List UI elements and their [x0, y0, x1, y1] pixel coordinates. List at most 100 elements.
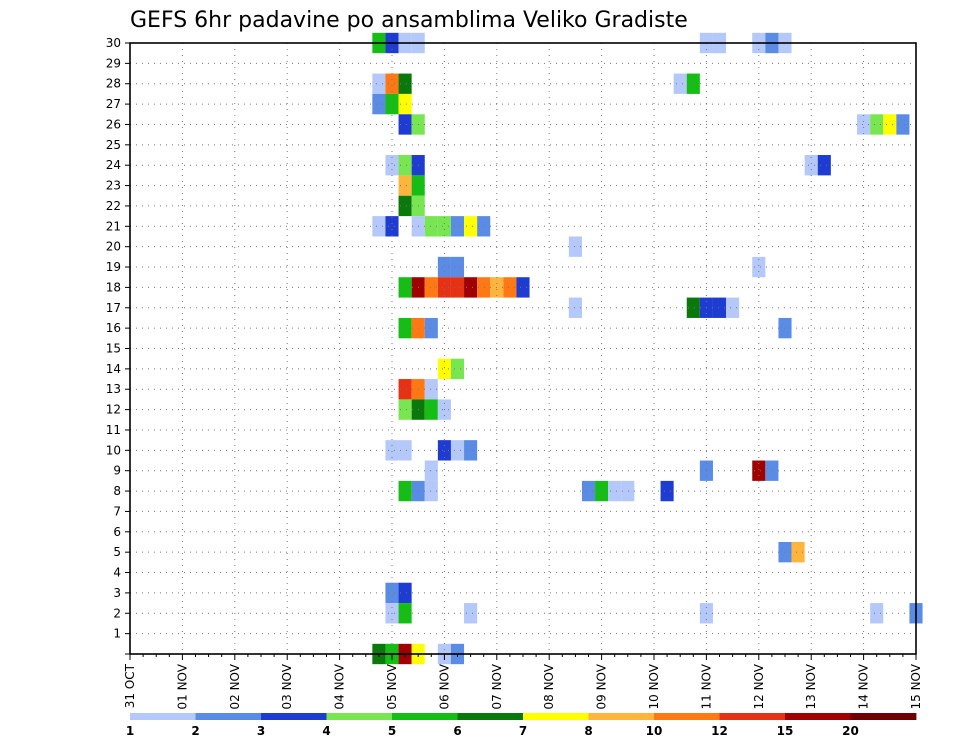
y-tick-label-15: 15	[106, 342, 121, 356]
heatmap-cell-36	[437, 216, 451, 237]
colorbar-label-3: 3	[257, 724, 265, 738]
heatmap-cell-53	[516, 277, 530, 298]
heatmap-cell-17	[398, 114, 412, 135]
heatmap-cell-9	[372, 73, 386, 94]
x-tick-label-8: 08 NOV	[542, 663, 556, 709]
heatmap-cell-52	[503, 277, 517, 298]
y-tick-label-7: 7	[113, 504, 121, 518]
heatmap-cell-24	[398, 155, 412, 176]
x-tick-label-7: 07 NOV	[490, 663, 504, 709]
axis-ticks	[125, 42, 917, 660]
y-tick-label-3: 3	[113, 586, 121, 600]
colorbar-segment-7	[588, 713, 655, 720]
x-tick-label-1: 01 NOV	[175, 663, 189, 709]
heatmap-cell-81	[398, 480, 412, 502]
y-tick-label-9: 9	[113, 464, 121, 478]
colorbar-segment-4	[392, 713, 458, 720]
y-tick-label-22: 22	[106, 199, 121, 213]
y-tick-label-28: 28	[106, 77, 121, 91]
heatmap-cell-65	[398, 379, 412, 400]
heatmap-cell-16	[398, 93, 412, 115]
y-axis-tick-labels: 1234567891011121314151617181920212223242…	[106, 36, 121, 641]
colorbar-label-12: 12	[711, 724, 728, 738]
colorbar-segment-5	[457, 713, 524, 720]
y-tick-label-23: 23	[106, 179, 121, 193]
colorbar-segment-9	[719, 713, 786, 720]
x-tick-label-3: 03 NOV	[280, 663, 294, 709]
x-tick-label-5: 05 NOV	[385, 663, 399, 709]
heatmap-cell-75	[450, 440, 465, 461]
heatmap-cell-35	[424, 216, 438, 237]
colorbar-label-2: 2	[191, 724, 199, 738]
y-tick-label-18: 18	[106, 280, 121, 294]
heatmap-cell-47	[437, 277, 451, 298]
y-tick-label-12: 12	[106, 403, 121, 417]
x-tick-label-14: 14 NOV	[857, 663, 871, 709]
heatmap-cell-12	[673, 73, 687, 94]
colorbar-label-20: 20	[842, 724, 859, 738]
y-tick-label-13: 13	[106, 382, 121, 396]
y-tick-label-19: 19	[106, 260, 121, 274]
heatmap-cell-54	[568, 297, 582, 318]
x-tick-label-12: 12 NOV	[752, 663, 766, 709]
heatmap-cell-67	[424, 379, 438, 400]
y-tick-label-17: 17	[106, 301, 121, 315]
colorbar-segment-3	[326, 713, 393, 720]
y-tick-label-21: 21	[106, 219, 121, 233]
heatmap-cell-91	[385, 582, 399, 604]
heatmap-cell-64	[450, 358, 465, 380]
chart-title: GEFS 6hr padavine po ansamblima Veliko G…	[130, 8, 688, 33]
colorbar: 1 2 3 4 5 6 7 8 10 12 15 20	[126, 713, 917, 738]
heatmap-cell-61	[424, 317, 438, 339]
heatmap-cell-86	[608, 480, 622, 502]
heatmap-cell-83	[424, 480, 438, 502]
colorbar-segment-2	[261, 713, 327, 720]
heatmap-cell-94	[398, 603, 412, 624]
heatmap-cell-27	[817, 155, 831, 176]
heatmap-cell-63	[437, 358, 451, 380]
x-tick-label-10: 10 NOV	[647, 663, 661, 709]
heatmap-cell-87	[621, 480, 635, 502]
heatmap-cell-41	[437, 256, 451, 278]
y-tick-label-14: 14	[106, 362, 121, 376]
colorbar-label-5: 5	[388, 724, 396, 738]
y-tick-label-29: 29	[106, 56, 121, 70]
heatmap-cell-88	[660, 480, 674, 502]
y-tick-label-30: 30	[106, 36, 121, 50]
colorbar-label-10: 10	[646, 724, 663, 738]
colorbar-segment-1	[195, 713, 262, 720]
heatmap-cell-33	[385, 216, 399, 237]
heatmap-cell-74	[437, 440, 451, 461]
colorbar-segment-0	[130, 713, 196, 720]
heatmap-cell-68	[398, 399, 412, 420]
y-tick-label-11: 11	[106, 423, 121, 437]
heatmap-cell-77	[424, 460, 438, 481]
heatmap-cell-90	[791, 541, 805, 563]
heatmap-cell-85	[595, 480, 609, 502]
heatmap-cell-28	[398, 175, 412, 196]
y-tick-label-1: 1	[113, 627, 121, 641]
heatmap-cell-11	[398, 73, 412, 94]
heatmap-cell-72	[385, 440, 399, 461]
x-tick-label-15: 15 NOV	[909, 663, 923, 709]
colorbar-label-15: 15	[777, 724, 794, 738]
heatmap-cell-57	[712, 297, 727, 318]
heatmap-cell-32	[372, 216, 386, 237]
heatmap-cell-58	[726, 297, 740, 318]
heatmap-cell-50	[477, 277, 491, 298]
y-tick-label-16: 16	[106, 321, 121, 335]
x-tick-label-6: 06 NOV	[437, 663, 451, 709]
heatmap-cell-10	[385, 73, 399, 94]
heatmap-cell-37	[450, 216, 465, 237]
colorbar-label-8: 8	[584, 724, 592, 738]
heatmap-cell-40	[568, 236, 582, 257]
heatmap-cell-26	[804, 155, 818, 176]
x-tick-label-13: 13 NOV	[804, 663, 818, 709]
x-tick-label-2: 02 NOV	[228, 663, 242, 709]
heatmap-cell-39	[477, 216, 491, 237]
colorbar-label-7: 7	[519, 724, 527, 738]
colorbar-label-6: 6	[453, 724, 461, 738]
colorbar-segment-11	[850, 713, 917, 720]
heatmap-cell-80	[765, 460, 779, 481]
